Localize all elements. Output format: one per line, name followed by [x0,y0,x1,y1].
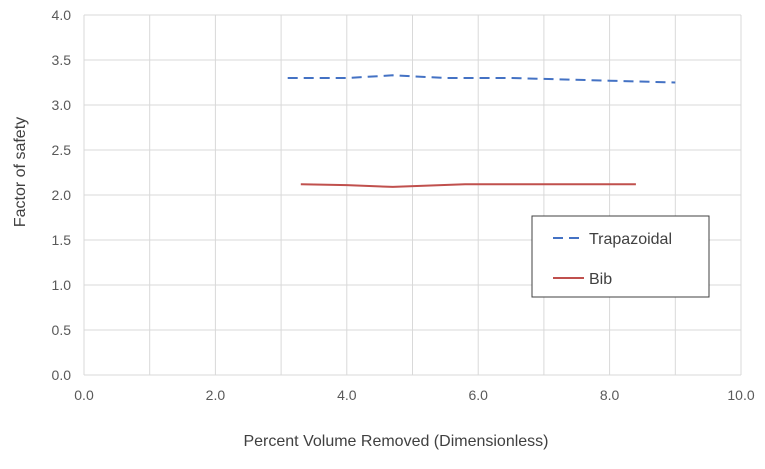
series-layer [287,74,676,188]
y-tick-label: 4.0 [52,7,72,23]
data-point [674,82,676,84]
y-tick-label: 3.0 [52,97,72,113]
y-axis-title: Factor of safety [12,117,29,227]
legend-box [531,215,710,298]
y-tick-label: 0.5 [52,322,72,338]
x-tick-labels: 0.0 2.0 4.0 6.0 8.0 10.0 [74,387,755,403]
series-line-trapazoidal [287,74,676,84]
data-point [346,184,348,186]
legend-label: Trapazoidal [589,231,672,248]
legend-label: Bib [589,271,612,288]
data-point [444,77,446,79]
gridlines [83,14,742,376]
y-tick-label: 2.5 [52,142,72,158]
series-line-bib [300,183,636,188]
data-point [635,183,637,185]
data-point [609,80,611,82]
data-point [510,77,512,79]
x-tick-label: 4.0 [337,387,357,403]
data-point [392,186,394,188]
x-axis-title: Percent Volume Removed (Dimensionless) [243,433,548,450]
data-point [346,77,348,79]
y-tick-label: 2.0 [52,187,72,203]
y-tick-label: 3.5 [52,52,72,68]
data-point [300,183,302,185]
x-tick-label: 6.0 [468,387,488,403]
y-tick-labels: 0.0 0.5 1.0 1.5 2.0 2.5 3.0 3.5 4.0 [52,7,72,383]
x-tick-label: 2.0 [206,387,226,403]
data-point [392,74,394,76]
y-tick-label: 1.5 [52,232,72,248]
data-point [543,183,545,185]
x-tick-label: 8.0 [600,387,620,403]
data-point [464,183,466,185]
y-tick-label: 1.0 [52,277,72,293]
y-tick-label: 0.0 [52,367,72,383]
data-point [287,77,289,79]
x-tick-label: 10.0 [727,387,754,403]
legend: Trapazoidal Bib [531,215,710,298]
x-tick-label: 0.0 [74,387,94,403]
